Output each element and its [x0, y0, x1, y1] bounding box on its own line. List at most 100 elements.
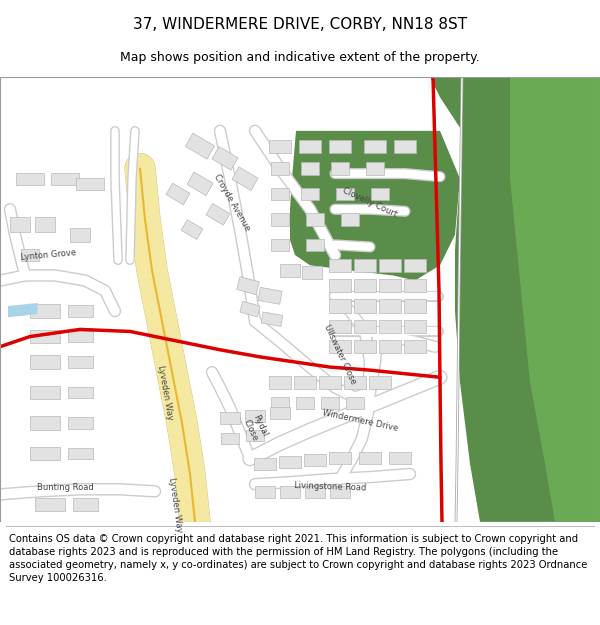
Bar: [246, 430, 264, 441]
Bar: [379, 320, 401, 333]
Bar: [346, 397, 364, 409]
Bar: [10, 217, 30, 232]
Bar: [35, 498, 65, 511]
Bar: [354, 259, 376, 272]
Bar: [364, 139, 386, 152]
Bar: [67, 306, 92, 317]
Bar: [30, 304, 60, 318]
Bar: [280, 486, 300, 499]
Polygon shape: [290, 131, 460, 281]
Bar: [254, 458, 276, 470]
Bar: [30, 447, 60, 460]
Bar: [271, 162, 289, 174]
Bar: [35, 217, 55, 232]
Text: Lynton Grove: Lynton Grove: [20, 248, 76, 262]
Bar: [329, 279, 351, 292]
Polygon shape: [415, 77, 600, 522]
Bar: [73, 499, 97, 511]
Text: 37, WINDERMERE DRIVE, CORBY, NN18 8ST: 37, WINDERMERE DRIVE, CORBY, NN18 8ST: [133, 17, 467, 32]
Bar: [306, 239, 324, 251]
Bar: [296, 397, 314, 409]
Bar: [306, 213, 324, 226]
Bar: [67, 331, 92, 342]
Bar: [245, 410, 265, 422]
Bar: [221, 432, 239, 444]
Bar: [279, 456, 301, 468]
Bar: [319, 376, 341, 389]
Text: Bunting Road: Bunting Road: [37, 482, 94, 492]
Bar: [67, 387, 92, 398]
Text: Livingstone Road: Livingstone Road: [294, 481, 366, 493]
Bar: [212, 147, 238, 170]
Bar: [299, 139, 321, 152]
Bar: [30, 416, 60, 430]
Bar: [181, 220, 203, 239]
Text: Windermere Drive: Windermere Drive: [322, 409, 398, 434]
Bar: [30, 386, 60, 399]
Text: Croyde Avenue: Croyde Avenue: [212, 172, 252, 232]
Bar: [76, 177, 104, 190]
Bar: [302, 266, 322, 279]
Bar: [70, 228, 90, 242]
Bar: [280, 264, 300, 277]
Bar: [336, 188, 354, 200]
Text: Rydal
Close: Rydal Close: [241, 414, 269, 443]
Bar: [379, 279, 401, 292]
Bar: [371, 188, 389, 200]
Bar: [304, 454, 326, 466]
Bar: [16, 173, 44, 185]
Bar: [366, 162, 384, 174]
Bar: [404, 279, 426, 292]
Bar: [187, 172, 213, 196]
Polygon shape: [510, 77, 600, 522]
Bar: [258, 288, 282, 304]
Bar: [331, 162, 349, 174]
Bar: [330, 486, 350, 499]
Bar: [305, 486, 325, 499]
Bar: [261, 312, 283, 326]
Bar: [344, 376, 366, 389]
Bar: [67, 448, 92, 459]
Bar: [271, 213, 289, 226]
Bar: [30, 330, 60, 343]
Bar: [404, 340, 426, 353]
Bar: [185, 133, 215, 159]
Bar: [389, 452, 411, 464]
Bar: [369, 376, 391, 389]
Bar: [354, 299, 376, 312]
Bar: [354, 320, 376, 333]
Bar: [329, 340, 351, 353]
Text: Map shows position and indicative extent of the property.: Map shows position and indicative extent…: [120, 51, 480, 64]
Bar: [21, 249, 39, 261]
Bar: [232, 167, 258, 191]
Bar: [220, 412, 240, 424]
Text: Ullswater Close: Ullswater Close: [322, 322, 358, 385]
Bar: [354, 279, 376, 292]
Bar: [329, 299, 351, 312]
Bar: [206, 204, 230, 225]
Text: Lyveden Way: Lyveden Way: [167, 476, 184, 532]
Bar: [329, 320, 351, 333]
Bar: [379, 259, 401, 272]
Bar: [240, 301, 260, 317]
Bar: [51, 173, 79, 185]
Bar: [301, 162, 319, 174]
Bar: [166, 183, 190, 205]
Bar: [404, 320, 426, 333]
Text: Lyveden Way: Lyveden Way: [156, 364, 174, 421]
Bar: [379, 340, 401, 353]
Bar: [269, 376, 291, 389]
Bar: [301, 188, 319, 200]
Text: Contains OS data © Crown copyright and database right 2021. This information is : Contains OS data © Crown copyright and d…: [9, 534, 587, 582]
Bar: [294, 376, 316, 389]
Polygon shape: [8, 303, 38, 318]
Bar: [329, 139, 351, 152]
Bar: [269, 139, 291, 152]
Bar: [271, 188, 289, 200]
Bar: [394, 139, 416, 152]
Bar: [359, 452, 381, 464]
Bar: [329, 452, 351, 464]
Bar: [30, 356, 60, 369]
Bar: [271, 239, 289, 251]
Bar: [354, 340, 376, 353]
